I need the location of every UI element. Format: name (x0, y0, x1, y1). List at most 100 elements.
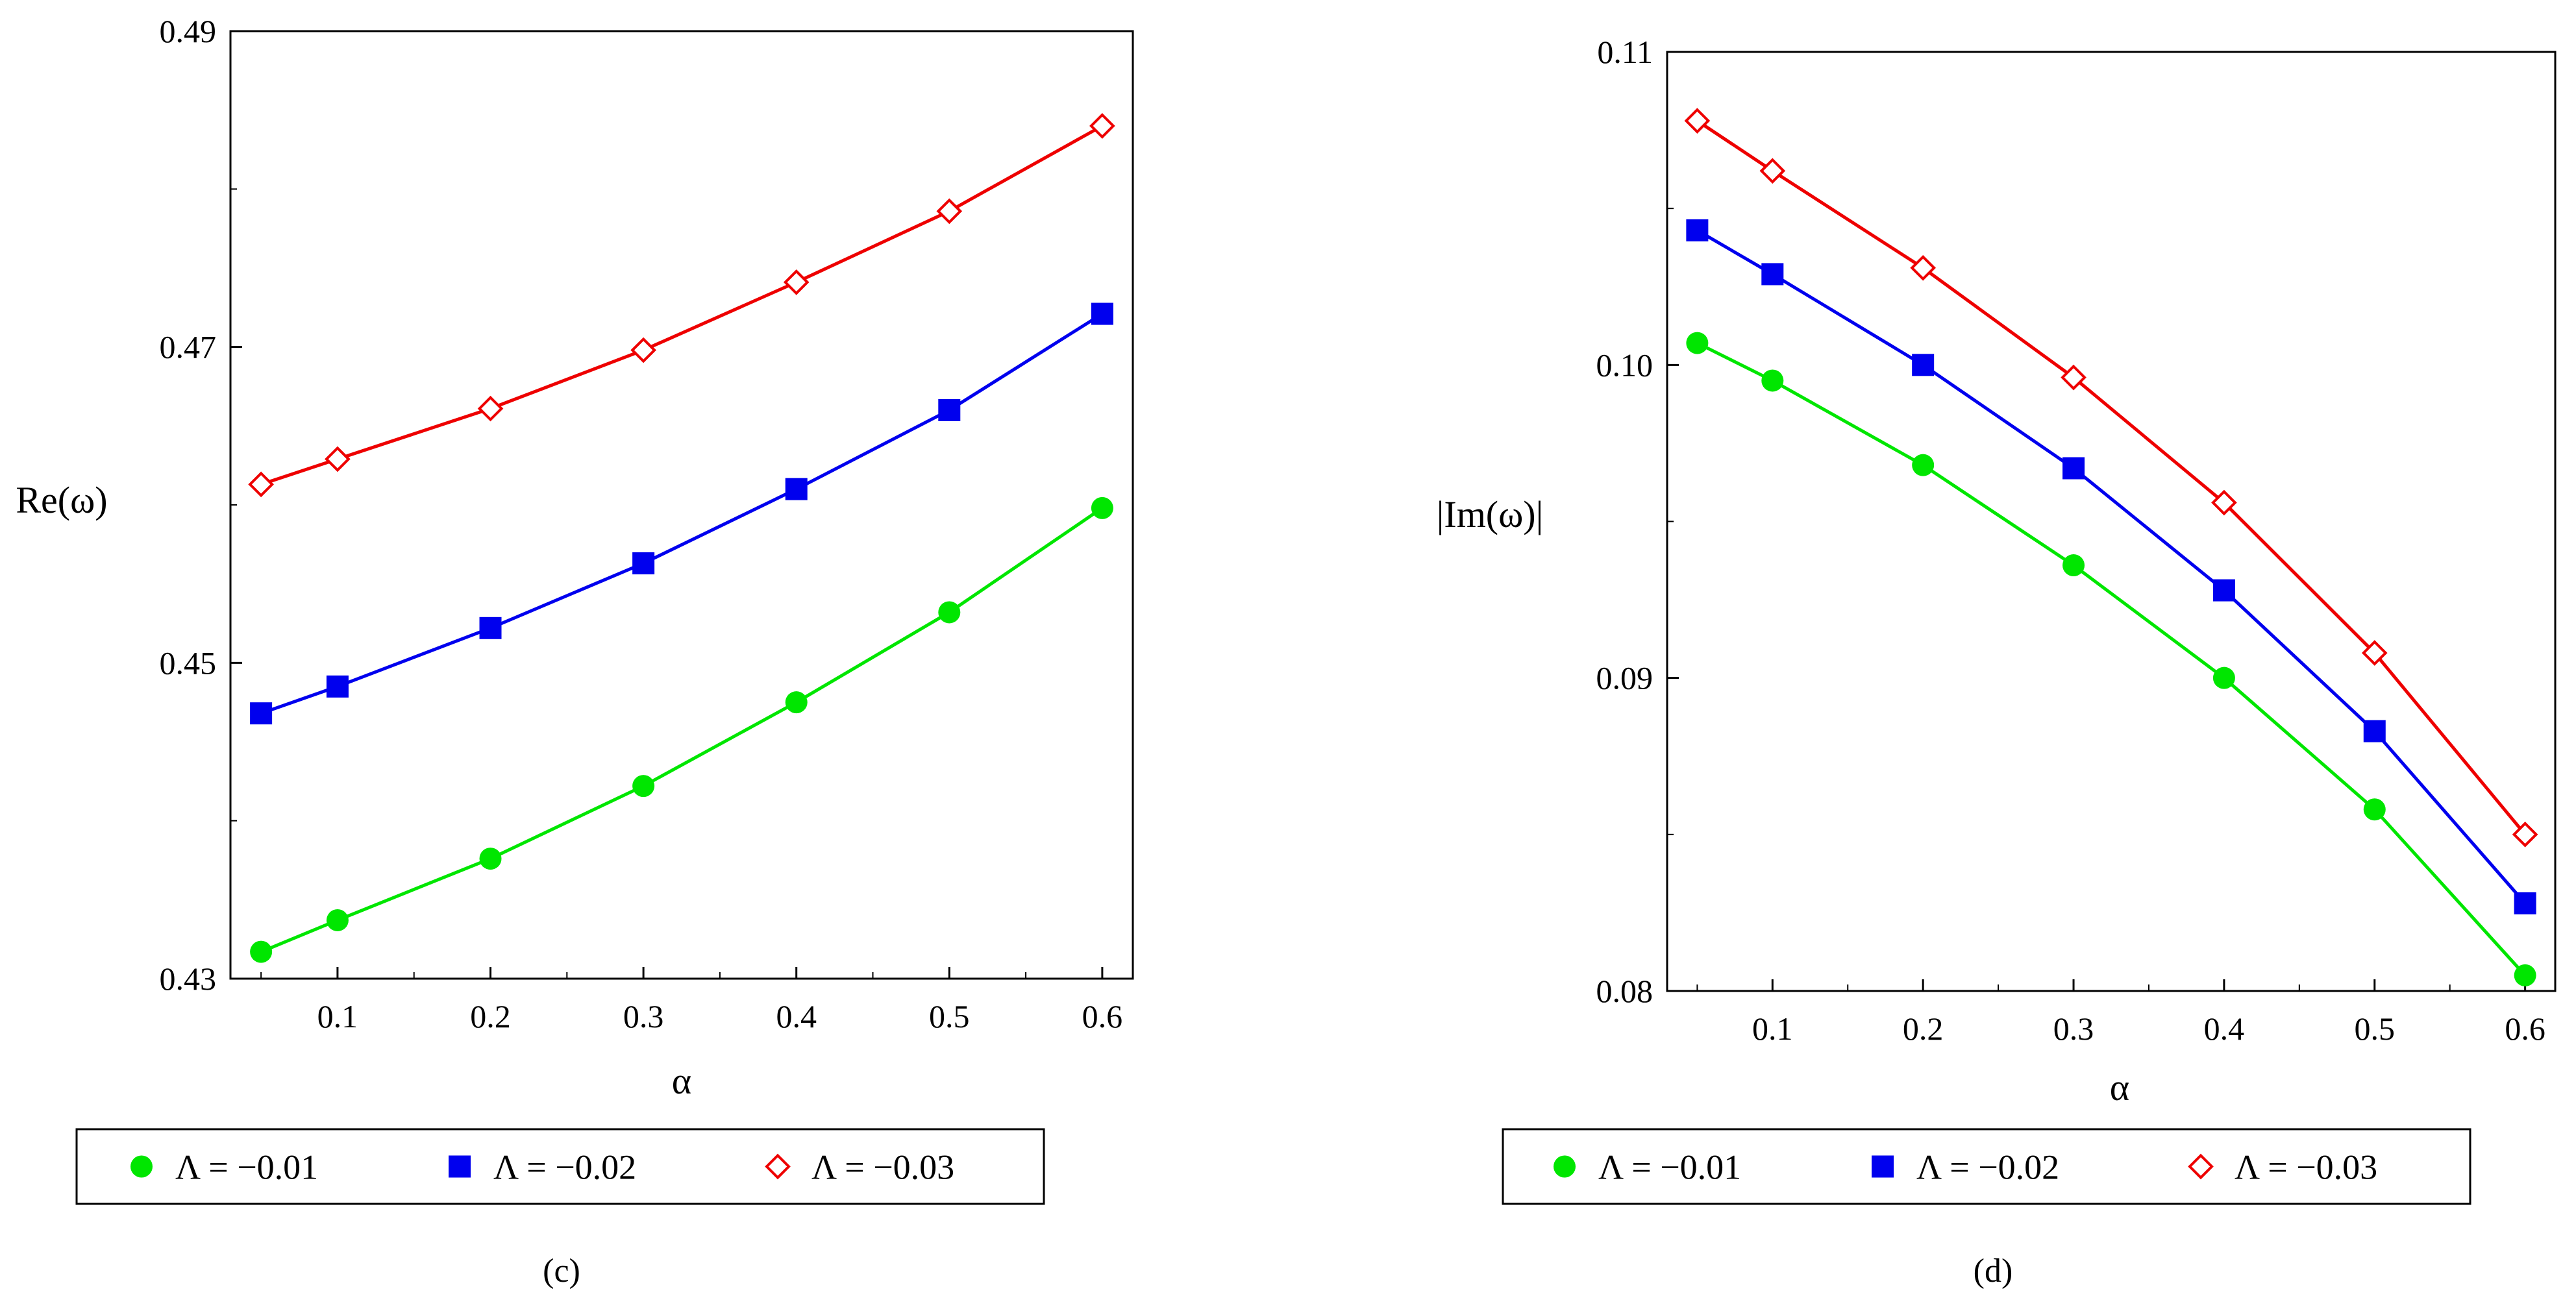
data-point (477, 395, 504, 422)
legend: Λ = −0.01 Λ = −0.02 Λ = −0.03 (75, 1128, 1045, 1205)
y-axis-title: |Im(ω)| (1437, 493, 1543, 535)
data-point (1912, 454, 1935, 476)
legend-marker (765, 1153, 791, 1180)
panel-caption: (c) (543, 1253, 580, 1290)
data-point (2211, 489, 2237, 516)
data-point (1912, 354, 1935, 376)
series-line (260, 506, 1104, 953)
data-point (2512, 822, 2538, 848)
legend-box (1502, 1128, 2471, 1205)
x-tick-label: 0.5 (929, 998, 970, 1034)
series-2 (248, 113, 1115, 498)
legend-label: Λ = −0.01 (1598, 1148, 1741, 1187)
data-point (630, 337, 656, 363)
data-point (2363, 798, 2386, 821)
plot-frame (1666, 51, 2557, 992)
y-axis-title: Re(ω) (16, 479, 107, 521)
series-line (1696, 341, 2527, 977)
data-point (2062, 554, 2085, 577)
series-2 (1684, 108, 2538, 848)
series-0 (250, 496, 1113, 963)
legend: Λ = −0.01 Λ = −0.02 Λ = −0.03 (1502, 1128, 2471, 1205)
y-tick-label: 0.09 (1596, 660, 1653, 696)
data-point (2061, 364, 2087, 391)
data-point (479, 848, 502, 870)
data-point (1910, 254, 1936, 281)
y-tick-label: 0.08 (1596, 973, 1653, 1009)
data-point (785, 691, 808, 714)
chart-panel-c: 0.43 0.45 0.47 0.49 0.1 0.2 0.3 0.4 0.5 0.6 Re(ω) α… (16, 13, 1134, 1290)
legend-label: Λ = −0.03 (811, 1148, 954, 1187)
data-point (783, 269, 810, 295)
data-point (1686, 332, 1709, 354)
series-0 (1686, 332, 2536, 986)
x-tick-label: 0.1 (317, 998, 358, 1034)
y-tick-label: 0.43 (160, 960, 217, 997)
data-point (1761, 263, 1784, 286)
data-point (938, 601, 961, 624)
data-point (938, 399, 961, 421)
legend-label: Λ = −0.01 (175, 1148, 318, 1187)
y-tick-label: 0.47 (160, 329, 217, 365)
y-tick-label: 0.45 (160, 644, 217, 681)
series-1 (250, 302, 1113, 725)
data-point (1686, 219, 1709, 241)
data-point (2212, 666, 2235, 689)
x-tick-label: 0.2 (470, 998, 511, 1034)
data-point (2514, 964, 2536, 986)
y-tick-label: 0.49 (160, 13, 217, 49)
legend-label: Λ = −0.02 (493, 1148, 636, 1187)
data-point (326, 675, 349, 698)
data-point (248, 471, 274, 498)
legend-marker (2188, 1153, 2214, 1180)
series-line (260, 124, 1104, 486)
data-point (1091, 496, 1113, 519)
data-point (250, 940, 273, 963)
legend-marker (1554, 1155, 1576, 1178)
x-axis-title: α (672, 1060, 691, 1102)
legend-marker (130, 1155, 153, 1178)
legend-box (75, 1128, 1045, 1205)
plot-frame (229, 30, 1134, 980)
legend-marker (449, 1155, 471, 1178)
x-tick-label: 0.2 (1903, 1010, 1944, 1047)
data-point (1761, 369, 1784, 392)
data-point (2363, 720, 2386, 742)
x-tick-label: 0.6 (2505, 1010, 2545, 1047)
panel-caption: (d) (1974, 1253, 2013, 1290)
x-tick-label: 0.4 (2204, 1010, 2245, 1047)
chart-panel-d: 0.08 0.09 0.10 0.11 0.1 0.2 0.3 0.4 0.5 0.6 |Im(ω)… (1437, 34, 2557, 1290)
y-tick-label: 0.10 (1596, 347, 1653, 383)
data-point (1684, 108, 1711, 134)
data-point (2361, 640, 2388, 666)
data-point (325, 446, 351, 472)
data-point (1089, 113, 1115, 139)
x-axis-title: α (2110, 1066, 2129, 1108)
x-tick-label: 0.3 (623, 998, 664, 1034)
data-point (936, 198, 963, 225)
data-point (2062, 457, 2085, 480)
data-point (2514, 892, 2536, 914)
data-point (326, 909, 349, 931)
y-tick-label: 0.11 (1597, 34, 1653, 70)
x-tick-label: 0.4 (776, 998, 817, 1034)
x-tick-label: 0.5 (2355, 1010, 2396, 1047)
legend-label: Λ = −0.03 (2235, 1148, 2377, 1187)
data-point (785, 478, 808, 500)
data-point (479, 617, 502, 639)
data-point (632, 552, 655, 575)
legend-marker (1872, 1155, 1894, 1178)
legend-label: Λ = −0.02 (1916, 1148, 2059, 1187)
series-line (1696, 228, 2527, 905)
x-tick-label: 0.3 (2053, 1010, 2094, 1047)
series-1 (1686, 219, 2536, 914)
data-point (1759, 158, 1786, 184)
x-tick-label: 0.6 (1082, 998, 1123, 1034)
data-point (250, 702, 273, 725)
data-point (1091, 302, 1113, 325)
data-point (632, 775, 655, 798)
x-tick-label: 0.1 (1752, 1010, 1793, 1047)
series-line (260, 312, 1104, 715)
series-line (1696, 119, 2527, 836)
